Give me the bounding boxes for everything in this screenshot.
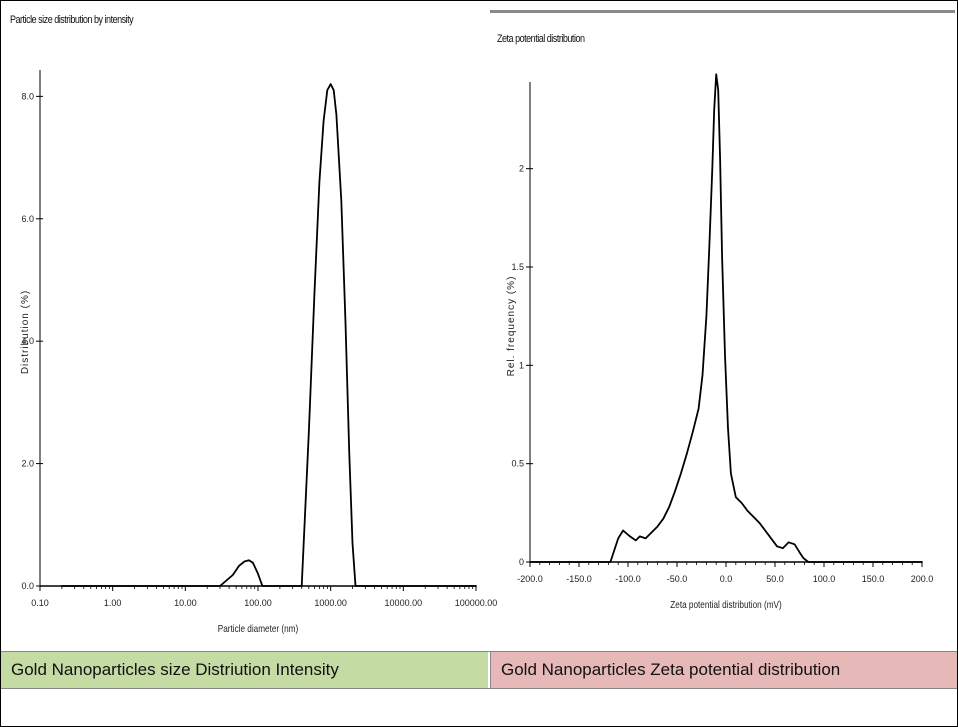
- x-tick-label: 1.00: [104, 598, 122, 608]
- x-tick-label: 10.00: [174, 598, 197, 608]
- y-tick-label: 0: [519, 557, 524, 567]
- y-axis-title: Rel. frequency (%): [506, 276, 517, 377]
- y-tick-label: 1.5: [511, 262, 524, 272]
- y-tick-label: 6.0: [21, 214, 34, 224]
- y-tick-label: 1: [519, 360, 524, 370]
- x-tick-label: -50.0: [667, 574, 688, 584]
- x-tick-label: 100.00: [244, 598, 272, 608]
- x-tick-label: 1000.00: [314, 598, 347, 608]
- x-tick-label: -100.0: [615, 574, 641, 584]
- x-tick-label: 100.0: [813, 574, 836, 584]
- zeta-caption: Gold Nanoparticles Zeta potential distri…: [490, 652, 957, 688]
- x-tick-label: -200.0: [517, 574, 543, 584]
- x-tick-label: 200.0: [911, 574, 934, 584]
- x-tick-label: 0.0: [720, 574, 733, 584]
- y-tick-label: 8.0: [21, 91, 34, 101]
- y-tick-label: 2.0: [21, 459, 34, 469]
- y-tick-label: 0.0: [21, 581, 34, 591]
- y-tick-label: 4.0: [21, 336, 34, 346]
- x-axis-title: Particle diameter (nm): [218, 623, 298, 634]
- x-axis-title: Zeta potential distribution (mV): [670, 599, 781, 610]
- caption-row: Gold Nanoparticles size Distriution Inte…: [1, 651, 957, 689]
- x-tick-label: 0.10: [31, 598, 49, 608]
- y-axis-title: Distribution (%): [20, 290, 31, 374]
- x-tick-label: -150.0: [566, 574, 592, 584]
- top-rule: [490, 10, 955, 13]
- x-tick-label: 50.0: [766, 574, 784, 584]
- size-caption: Gold Nanoparticles size Distriution Inte…: [1, 652, 488, 688]
- x-tick-label: 150.0: [862, 574, 885, 584]
- x-tick-label: 100000.00: [455, 598, 498, 608]
- size-chart-title: Particle size distribution by intensity: [10, 14, 134, 26]
- zeta-potential-chart: 0 0.5 1 1.5 2 -200.0 -150.0 -100.0 -50.0 0.0 50.0 1…: [506, 73, 934, 610]
- size-distribution-chart: 0.0 2.0 4.0 6.0 8.0 0.10 1.00 10.00 100.00 1000.0…: [20, 70, 497, 634]
- y-tick-label: 2: [519, 164, 524, 174]
- zeta-chart-title: Zeta potential distribution: [497, 33, 585, 45]
- x-tick-label: 10000.00: [385, 598, 423, 608]
- series-line: [529, 73, 923, 563]
- y-tick-label: 0.5: [511, 459, 524, 469]
- series-line: [61, 83, 477, 587]
